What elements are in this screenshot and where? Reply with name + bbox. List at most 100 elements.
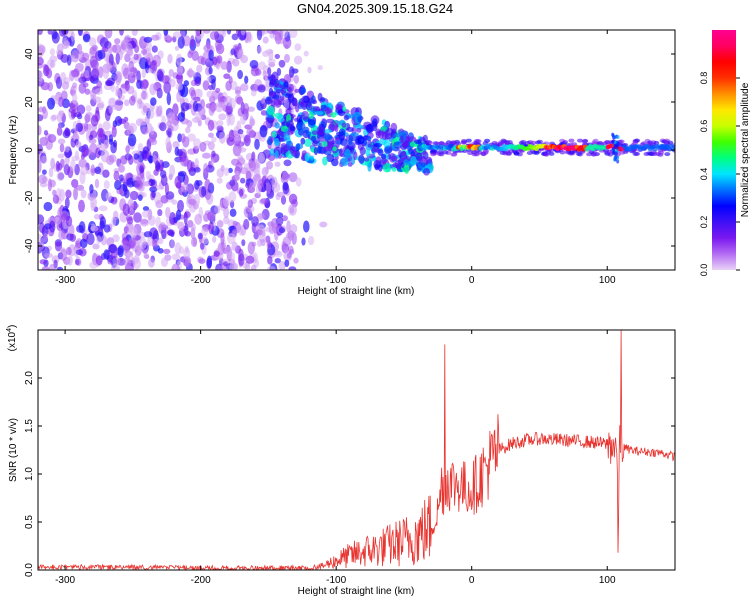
spectrogram-cell [90,225,99,232]
spectrogram-cell [148,258,155,268]
spectrogram-cell [149,83,157,96]
spectrogram-cell [96,100,105,111]
spectrogram-cell [356,127,362,133]
spectrogram-cell [135,118,144,127]
y-tick-label: 0 [24,147,35,153]
spectrogram-cell [176,91,182,103]
spectrogram-cell [329,121,338,131]
spectrogram-cell [265,182,272,195]
spectrogram-cell [55,160,61,173]
spectrogram-cell [167,111,176,124]
spectrogram-cell [177,221,185,232]
spectrogram-cell [322,156,328,166]
spectrogram-cell [286,120,294,128]
spectrogram-cell [202,236,209,245]
spectrogram-cell [97,127,105,138]
spectrogram-cell [653,140,660,145]
spectrogram-cell [220,232,225,245]
spectrogram-cell [135,243,141,251]
spectrogram-cell [206,192,214,205]
spectrogram-cell [275,212,284,219]
spectrogram-cell [76,113,83,120]
spectrogram-cell [230,252,235,263]
spectrogram-cell [185,126,191,134]
spectrogram-cell [260,110,268,116]
spectrogram-cell [223,167,230,177]
spectrogram-cell [57,96,64,108]
spectrogram-cell [280,195,287,205]
spectrogram-cell [82,33,91,43]
spectrogram-cell [61,98,70,109]
spectrogram-cell [226,233,236,245]
spectrogram-cell [175,83,184,91]
spectrogram-cell [430,152,437,157]
spectrogram-cell [294,88,300,93]
spectrogram-cell [38,114,44,122]
colorbar-tick-text: 0.8 [699,72,709,85]
spectrogram-cell [176,199,185,213]
spectrogram-cell [357,143,364,151]
spectrogram-cell [175,181,182,189]
spectrogram-cell [241,239,246,247]
spectrogram-cell [208,221,214,235]
spectrogram-cell [126,216,134,225]
spectrogram-cell [102,121,111,131]
spectrogram-cell [139,57,148,70]
spectrogram-cell [614,151,618,156]
spectrogram-cell [505,151,512,156]
spectrogram-cell [518,140,525,145]
spectrogram-cell [119,155,128,165]
spectrogram-cell [154,160,160,172]
spectrogram-cell [281,172,289,184]
spectrogram-cell [284,259,290,268]
spectrogram-cell [188,198,197,206]
spectrogram-cell [202,30,211,34]
spectrogram-cell [142,79,149,89]
spectrogram-cell [148,215,156,226]
spectrogram-cell [128,238,137,249]
spectrogram-cell [295,177,302,187]
spectrogram-cell [47,134,57,143]
spectrogram-cell [231,263,239,270]
spectrogram-cell [238,253,245,267]
spectrogram-cell [341,122,347,128]
snr-y-axis-label: SNR (10 * v/v) [8,418,19,482]
spectrogram-cell [53,93,60,105]
spectrogram-cell [274,161,281,167]
spectrogram-cell [199,242,205,250]
spectrogram-cell [632,151,639,156]
spectrogram-cell [298,97,305,108]
spectrogram-cell [150,97,157,106]
spectrogram-cell [611,132,615,137]
spectrogram-cell [218,131,226,144]
spectrogram-cell [274,122,280,129]
spectrogram-cell [122,203,130,216]
exponent-power: 4 [6,328,13,332]
spectrogram-cell [237,69,243,80]
spectrogram-cell [111,62,117,72]
spectrogram-cell [174,45,180,51]
spectrogram-cell [524,141,531,145]
spectrogram-cell [535,140,542,145]
spectrogram-cell [148,108,155,119]
spectrogram-cell [377,130,387,136]
y-tick-label: 1.0 [24,467,35,481]
spectrogram-cell [69,233,77,242]
spectrogram-cell [114,179,122,191]
spectrogram-cell [530,140,537,145]
spectrogram-cell [86,232,95,246]
spectrogram-cell [131,30,138,36]
spectrogram-cell [190,35,195,48]
spectrogram-cell [193,167,201,173]
spectrogram-cell [203,44,212,52]
spectrogram-cell [339,148,344,157]
spectrogram-cell [133,212,142,223]
x-tick-label: -200 [191,575,211,586]
spectrogram-cell [156,184,161,191]
spectrogram-cell [591,140,598,145]
spectrogram-cell [50,114,57,122]
spectrogram-cell [112,120,118,128]
spectrogram-cell [158,106,163,118]
spectrogram-cell [442,150,449,155]
spectrogram-cell [237,154,244,163]
